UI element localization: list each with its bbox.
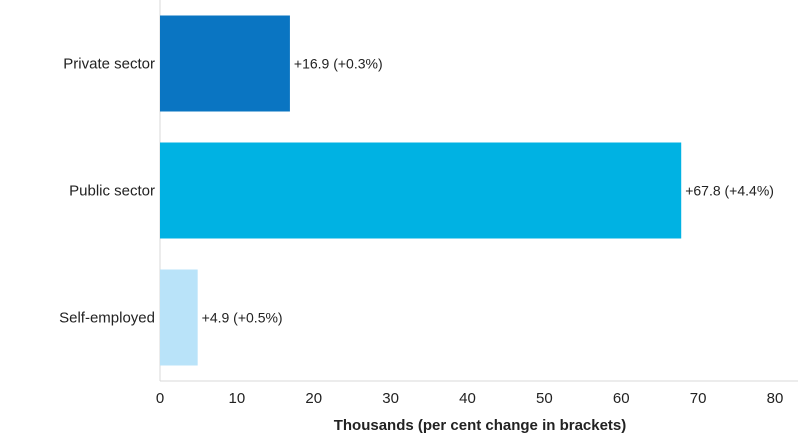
x-tick-label: 80 [767, 390, 784, 407]
x-ticks-layer: 0 10 20 30 40 50 60 70 80 [156, 390, 784, 407]
x-tick-label: 10 [229, 390, 246, 407]
data-label: +67.8 (+4.4%) [685, 183, 774, 199]
x-tick-label: 50 [536, 390, 553, 407]
category-label: Self-employed [59, 310, 155, 327]
bar-self-employed [160, 269, 198, 366]
data-label: +16.9 (+0.3%) [294, 56, 383, 72]
category-label: Private sector [63, 56, 155, 73]
x-tick-label: 20 [305, 390, 322, 407]
x-tick-label: 30 [382, 390, 399, 407]
bar-private-sector [160, 15, 290, 112]
x-tick-label: 70 [690, 390, 707, 407]
x-tick-label: 40 [459, 390, 476, 407]
x-tick-label: 60 [613, 390, 630, 407]
data-label: +4.9 (+0.5%) [202, 310, 283, 326]
x-axis-title: Thousands (per cent change in brackets) [334, 417, 627, 434]
category-label: Public sector [69, 183, 155, 200]
x-tick-label: 0 [156, 390, 164, 407]
bar-public-sector [160, 142, 682, 239]
bars-layer: Private sector +16.9 (+0.3%) Public sector… [59, 15, 774, 366]
